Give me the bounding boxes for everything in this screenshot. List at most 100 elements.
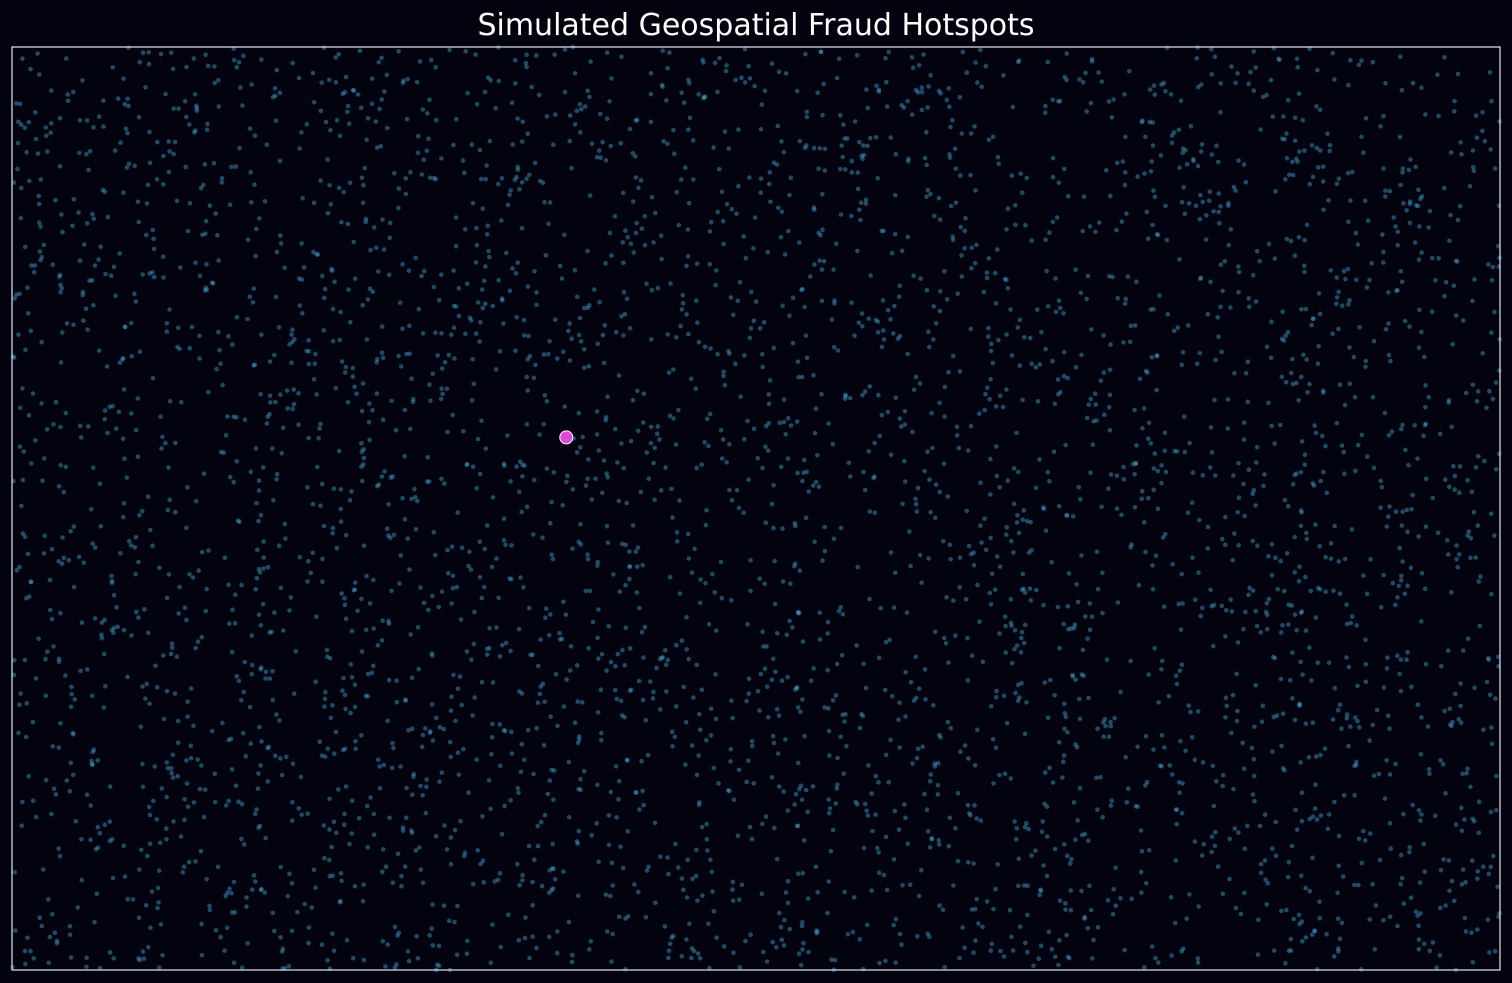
- scatter-point: [995, 247, 1000, 252]
- scatter-point: [1050, 155, 1056, 161]
- scatter-point: [159, 446, 164, 451]
- scatter-point: [1016, 530, 1022, 536]
- scatter-point: [1230, 557, 1236, 563]
- scatter-point: [602, 323, 608, 328]
- scatter-point: [469, 657, 474, 662]
- scatter-point: [360, 899, 366, 904]
- scatter-point: [428, 398, 433, 404]
- scatter-point: [1209, 834, 1215, 839]
- scatter-point: [43, 125, 49, 130]
- scatter-point: [489, 752, 494, 757]
- scatter-point: [567, 668, 573, 673]
- scatter-point: [711, 145, 716, 150]
- scatter-point: [1459, 152, 1464, 157]
- scatter-point: [1263, 877, 1268, 882]
- scatter-point: [736, 767, 742, 773]
- scatter-point: [781, 149, 787, 155]
- scatter-point: [532, 269, 537, 274]
- scatter-point: [816, 484, 822, 490]
- scatter-point: [1292, 570, 1297, 575]
- scatter-point: [713, 716, 719, 722]
- scatter-point: [270, 697, 276, 703]
- scatter-point: [1242, 846, 1248, 852]
- scatter-point: [1163, 532, 1168, 537]
- scatter-point: [1246, 592, 1251, 598]
- scatter-point: [1416, 923, 1421, 928]
- scatter-point: [79, 837, 84, 842]
- scatter-point: [514, 315, 519, 320]
- scatter-point: [486, 248, 491, 254]
- scatter-point: [550, 886, 556, 891]
- scatter-point: [1381, 166, 1386, 171]
- scatter-point: [1421, 841, 1427, 847]
- scatter-point: [1242, 890, 1247, 896]
- scatter-point: [658, 488, 664, 493]
- scatter-point: [195, 639, 201, 644]
- scatter-point: [1146, 672, 1151, 677]
- scatter-point: [410, 792, 415, 797]
- scatter-point: [1349, 614, 1355, 619]
- scatter-point: [958, 173, 963, 178]
- scatter-point: [988, 948, 994, 953]
- scatter-point: [876, 89, 882, 94]
- scatter-point: [733, 77, 738, 83]
- scatter-point: [431, 284, 437, 290]
- scatter-point: [906, 156, 911, 162]
- scatter-point: [1452, 109, 1457, 114]
- scatter-point: [333, 386, 339, 391]
- scatter-point: [683, 165, 688, 170]
- scatter-point: [811, 145, 817, 151]
- scatter-point: [1139, 119, 1145, 125]
- scatter-point: [1098, 378, 1104, 384]
- scatter-point: [266, 744, 272, 750]
- scatter-point: [941, 635, 947, 641]
- scatter-point: [674, 335, 679, 340]
- scatter-point: [1413, 203, 1419, 208]
- scatter-point: [81, 318, 86, 324]
- scatter-point: [913, 695, 919, 701]
- scatter-point: [1022, 622, 1028, 628]
- scatter-point: [621, 333, 626, 338]
- scatter-point: [679, 638, 685, 643]
- scatter-point: [1079, 352, 1084, 358]
- scatter-point: [318, 178, 323, 183]
- scatter-point: [1254, 248, 1260, 254]
- scatter-point: [359, 441, 364, 446]
- scatter-point: [439, 272, 444, 278]
- scatter-point: [410, 726, 415, 731]
- scatter-point: [1037, 892, 1042, 898]
- scatter-point: [919, 89, 925, 95]
- scatter-point: [1143, 134, 1148, 140]
- scatter-point: [734, 211, 739, 216]
- scatter-point: [1266, 596, 1272, 602]
- scatter-point: [488, 806, 493, 812]
- scatter-point: [621, 466, 627, 471]
- scatter-point: [1323, 554, 1328, 560]
- scatter-point: [1465, 636, 1471, 642]
- scatter-point: [864, 922, 870, 928]
- scatter-point: [387, 220, 393, 226]
- scatter-point: [843, 393, 848, 399]
- scatter-point: [331, 486, 337, 491]
- scatter-point: [841, 771, 846, 777]
- scatter-point: [1047, 765, 1052, 771]
- scatter-point: [604, 668, 609, 673]
- scatter-point: [820, 191, 825, 197]
- scatter-point: [27, 178, 32, 184]
- scatter-point: [779, 209, 785, 214]
- scatter-point: [430, 653, 435, 658]
- scatter-point: [849, 213, 854, 219]
- scatter-point: [849, 300, 854, 306]
- scatter-point: [207, 903, 212, 909]
- scatter-point: [1211, 803, 1217, 809]
- scatter-point: [839, 653, 845, 658]
- scatter-point: [831, 344, 837, 350]
- scatter-point: [1272, 655, 1278, 661]
- scatter-point: [1487, 950, 1492, 955]
- scatter-point: [53, 399, 59, 405]
- scatter-point: [532, 160, 538, 166]
- scatter-point: [609, 860, 615, 866]
- scatter-point: [1091, 937, 1096, 943]
- scatter-point: [748, 588, 753, 594]
- scatter-point: [420, 107, 426, 112]
